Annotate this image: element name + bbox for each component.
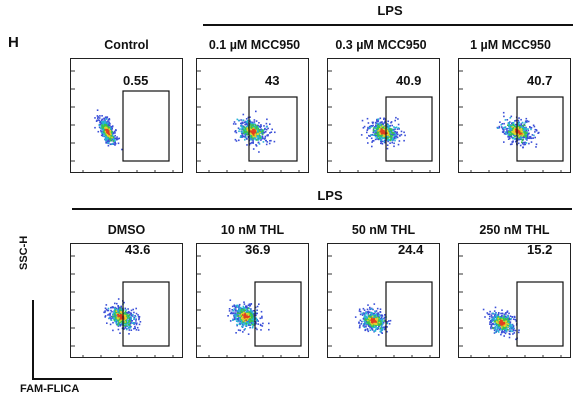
gate-percent-label: 43 — [265, 73, 280, 88]
gate-percent-label: 40.7 — [527, 73, 553, 88]
flow-plot: 36.9 — [196, 243, 309, 358]
panel-letter: H — [8, 34, 19, 51]
gate-percent-label: 40.9 — [396, 73, 422, 88]
condition-label: DMSO — [107, 223, 146, 237]
gate-percent-label: 15.2 — [527, 243, 553, 257]
flow-plot: 15.2 — [458, 243, 571, 358]
flow-plot: 43 — [196, 58, 309, 173]
flow-plot: 40.7 — [458, 58, 571, 173]
flow-plot: 43.6 — [70, 243, 183, 358]
gate-box — [122, 281, 170, 347]
group-label-bottom: LPS — [317, 188, 343, 203]
condition-label: 0.1 µM MCC950 — [208, 38, 301, 52]
group-line-bottom — [72, 208, 572, 210]
condition-label: 1 µM MCC950 — [470, 38, 551, 52]
flow-plot-canvas — [197, 70, 300, 172]
flow-plot: 24.4 — [327, 243, 440, 358]
flow-plot-canvas — [197, 255, 302, 357]
flow-plot: 0.55 — [70, 58, 183, 173]
gate-box — [516, 96, 564, 162]
gate-box — [385, 281, 433, 347]
condition-label: 250 nM THL — [479, 223, 550, 237]
condition-label: 50 nM THL — [351, 223, 416, 237]
condition-label: 0.3 µM MCC950 — [335, 38, 427, 52]
gate-percent-label: 0.55 — [123, 73, 149, 88]
gate-percent-label: 43.6 — [125, 243, 151, 257]
condition-label: 10 nM THL — [220, 223, 285, 237]
group-line-top — [203, 24, 573, 26]
gate-box — [122, 90, 170, 162]
y-axis-title: SSC-H — [18, 235, 30, 270]
flow-plot-canvas — [328, 70, 433, 172]
gate-box — [516, 281, 564, 347]
flow-plot: 40.9 — [327, 58, 440, 173]
x-axis-title: FAM-FLICA — [20, 383, 80, 395]
x-axis-arrow — [32, 378, 112, 380]
gate-box — [254, 281, 302, 347]
flow-plot-canvas — [328, 255, 433, 357]
gate-box — [248, 96, 298, 162]
gate-percent-label: 36.9 — [245, 243, 271, 257]
flow-plot-canvas — [71, 70, 174, 172]
gate-percent-label: 24.4 — [398, 243, 424, 257]
flow-plot-canvas — [71, 255, 174, 357]
gate-box — [385, 96, 433, 162]
flow-plot-canvas — [459, 70, 564, 172]
y-axis-arrow — [32, 300, 34, 380]
group-label-top: LPS — [377, 3, 403, 18]
condition-label: Control — [104, 38, 149, 52]
flow-plot-canvas — [459, 255, 564, 357]
